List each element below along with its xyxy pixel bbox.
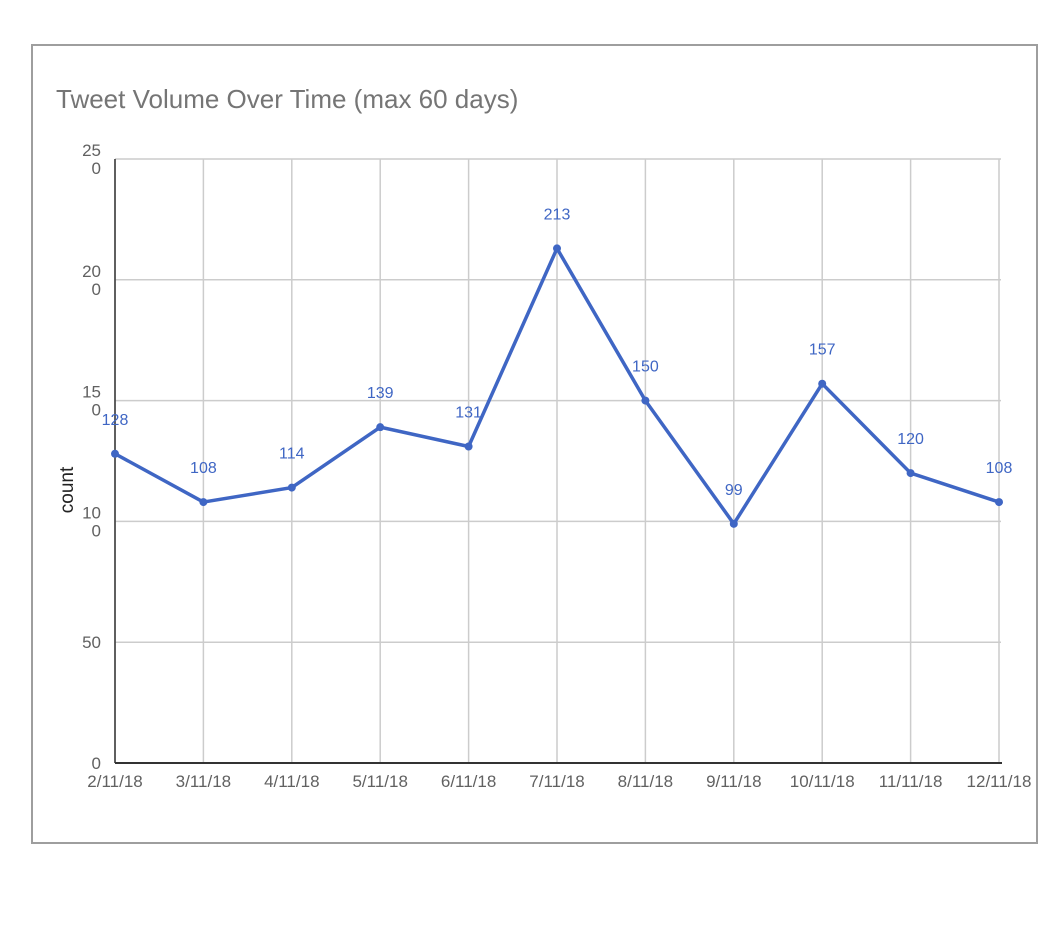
data-points — [111, 244, 1003, 528]
y-axis-label: count — [57, 466, 78, 513]
data-label: 108 — [986, 460, 1013, 477]
y-tick-label: 50 — [82, 633, 101, 652]
x-tick-label: 10/11/18 — [790, 772, 855, 791]
data-label: 139 — [367, 385, 394, 402]
x-tick-label: 8/11/18 — [618, 772, 673, 791]
y-tick-label: 0 — [92, 754, 101, 773]
data-point — [906, 469, 915, 478]
data-labels: 128 108 114 139 131 213 150 99 157 120 108 — [102, 206, 1013, 498]
x-tick-label: 12/11/18 — [967, 772, 1032, 791]
data-point — [199, 498, 208, 507]
chart-card — [31, 44, 1038, 844]
data-label: 150 — [632, 359, 659, 376]
x-tick-label: 11/11/18 — [879, 772, 943, 791]
data-label: 114 — [279, 446, 305, 463]
data-label: 157 — [809, 342, 836, 359]
data-point — [553, 244, 561, 253]
axes — [114, 159, 1002, 764]
data-point — [287, 483, 296, 492]
x-tick-label: 2/11/18 — [87, 772, 142, 791]
vertical-gridlines — [114, 159, 1000, 763]
data-label: 128 — [102, 412, 129, 429]
data-label: 120 — [897, 431, 924, 448]
data-label: 108 — [190, 460, 217, 477]
y-tick-label: 10 0 — [82, 503, 101, 540]
y-tick-label: 15 0 — [82, 383, 101, 420]
y-tick-labels: 0 50 10 0 15 0 20 0 25 0 — [82, 141, 101, 773]
y-tick-label: 20 0 — [82, 262, 101, 299]
data-point — [729, 519, 738, 528]
x-tick-label: 5/11/18 — [352, 772, 407, 791]
x-tick-labels: 2/11/18 3/11/18 4/11/18 5/11/18 6/11/18 7/11/… — [87, 772, 1031, 791]
chart-title: Tweet Volume Over Time (max 60 days) — [56, 84, 519, 114]
x-tick-label: 6/11/18 — [441, 772, 496, 791]
x-tick-label: 4/11/18 — [264, 772, 319, 791]
data-point — [111, 449, 119, 458]
data-point — [376, 423, 385, 432]
data-label: 131 — [455, 405, 482, 422]
data-label: 213 — [544, 206, 571, 223]
data-point — [818, 379, 827, 388]
data-point — [995, 498, 1003, 507]
x-tick-label: 9/11/18 — [706, 772, 761, 791]
data-label: 99 — [725, 482, 743, 499]
y-tick-label: 25 0 — [82, 141, 101, 178]
x-tick-label: 7/11/18 — [529, 772, 584, 791]
x-tick-label: 3/11/18 — [176, 772, 231, 791]
data-point — [464, 442, 473, 451]
data-point — [641, 396, 650, 405]
horizontal-gridlines — [115, 158, 1001, 643]
